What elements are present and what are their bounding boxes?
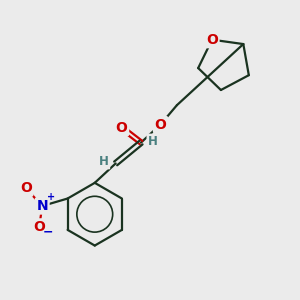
Text: O: O — [116, 121, 127, 135]
Text: O: O — [206, 33, 218, 47]
Text: H: H — [99, 155, 109, 168]
Text: O: O — [20, 181, 32, 195]
Text: O: O — [154, 118, 166, 132]
Text: −: − — [43, 226, 53, 239]
Text: +: + — [46, 192, 55, 202]
Text: H: H — [148, 134, 157, 148]
Text: N: N — [36, 199, 48, 213]
Text: O: O — [33, 220, 45, 234]
